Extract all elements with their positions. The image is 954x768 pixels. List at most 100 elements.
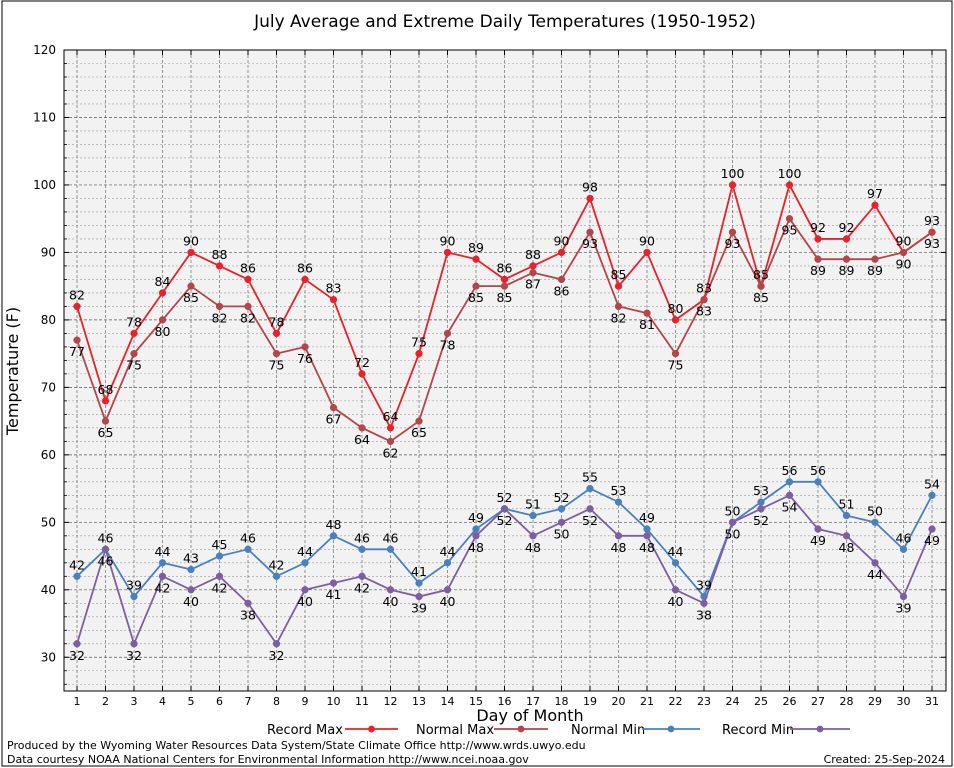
data-point: [557, 518, 566, 526]
data-point: [500, 282, 509, 290]
data-point: [700, 296, 708, 304]
y-tick-label: 90: [41, 245, 56, 259]
data-point: [500, 505, 509, 513]
data-point: [358, 572, 366, 580]
data-label: 46: [354, 530, 370, 545]
data-label: 90: [896, 256, 912, 271]
data-label: 82: [69, 287, 85, 302]
data-label: 46: [98, 553, 114, 568]
data-point: [329, 403, 338, 412]
data-point: [671, 349, 680, 358]
data-point: [187, 248, 195, 257]
legend-swatch-marker: [368, 725, 375, 733]
data-label: 40: [183, 594, 199, 609]
grid-lines: [64, 49, 946, 691]
data-label: 49: [810, 533, 826, 548]
data-point: [643, 525, 651, 533]
data-label: 46: [98, 530, 114, 545]
data-point: [130, 592, 138, 601]
data-point: [415, 349, 423, 358]
footer-courtesy: Data courtesy NOAA National Centers for …: [7, 753, 529, 766]
data-label: 41: [326, 587, 342, 602]
data-point: [529, 262, 537, 270]
data-point: [785, 181, 794, 189]
y-tick-label: 50: [41, 515, 56, 529]
data-label: 78: [269, 314, 285, 329]
data-point: [244, 275, 252, 284]
x-tick-label: 26: [783, 695, 797, 708]
data-point: [443, 329, 452, 338]
data-label: 82: [240, 310, 256, 325]
data-point: [472, 282, 480, 290]
data-point: [899, 592, 908, 601]
data-point: [73, 640, 81, 648]
data-label: 48: [611, 540, 627, 555]
data-point: [871, 255, 879, 263]
data-label: 78: [440, 337, 456, 352]
data-label: 75: [411, 335, 427, 350]
data-label: 44: [440, 544, 456, 559]
data-label: 93: [924, 213, 940, 228]
data-label: 51: [525, 497, 541, 512]
data-label: 90: [639, 233, 655, 248]
data-point: [301, 586, 309, 594]
data-label: 52: [582, 513, 598, 528]
data-label: 86: [554, 283, 570, 298]
data-point: [158, 289, 167, 297]
series-layer: [73, 181, 936, 648]
data-label: 92: [810, 220, 826, 235]
x-tick-label: 7: [245, 695, 252, 708]
data-label: 46: [383, 530, 399, 545]
data-label: 89: [468, 240, 484, 255]
data-point: [101, 397, 110, 405]
data-label: 52: [497, 490, 513, 505]
data-point: [614, 282, 623, 290]
data-label: 48: [326, 517, 342, 532]
data-label: 90: [183, 233, 199, 248]
x-tick-label: 12: [384, 695, 398, 708]
data-label: 40: [668, 594, 684, 609]
data-label: 49: [639, 510, 655, 525]
data-point: [158, 572, 167, 580]
x-tick-label: 3: [131, 695, 138, 708]
data-point: [244, 599, 252, 607]
data-point: [728, 518, 737, 526]
data-point: [130, 640, 138, 648]
data-point: [814, 525, 822, 533]
data-point: [187, 586, 195, 594]
data-label: 41: [411, 564, 427, 579]
data-point: [928, 491, 936, 499]
data-point: [130, 349, 138, 358]
data-point: [643, 248, 651, 257]
data-point: [415, 592, 423, 601]
data-point: [215, 262, 224, 270]
x-tick-label: 1: [74, 695, 81, 708]
data-point: [215, 302, 224, 311]
data-label: 90: [440, 233, 456, 248]
data-label: 83: [696, 281, 712, 296]
x-tick-label: 16: [498, 695, 512, 708]
y-tick-label: 80: [41, 313, 56, 327]
data-point: [614, 532, 623, 540]
data-label: 40: [440, 594, 456, 609]
data-point: [557, 275, 566, 284]
data-label: 39: [696, 578, 712, 593]
data-label: 85: [753, 290, 769, 305]
x-tick-label: 23: [697, 695, 711, 708]
data-label: 44: [668, 544, 684, 559]
data-label: 40: [383, 594, 399, 609]
data-label: 86: [240, 260, 256, 275]
data-label: 64: [354, 432, 370, 447]
data-label: 56: [810, 463, 826, 478]
data-label: 64: [383, 409, 399, 424]
data-label: 46: [240, 530, 256, 545]
x-tick-label: 13: [412, 695, 426, 708]
data-label: 42: [354, 580, 370, 595]
data-point: [329, 296, 338, 304]
y-tick-label: 120: [33, 43, 56, 57]
data-point: [187, 282, 195, 290]
data-point: [814, 235, 822, 243]
data-point: [215, 552, 224, 560]
